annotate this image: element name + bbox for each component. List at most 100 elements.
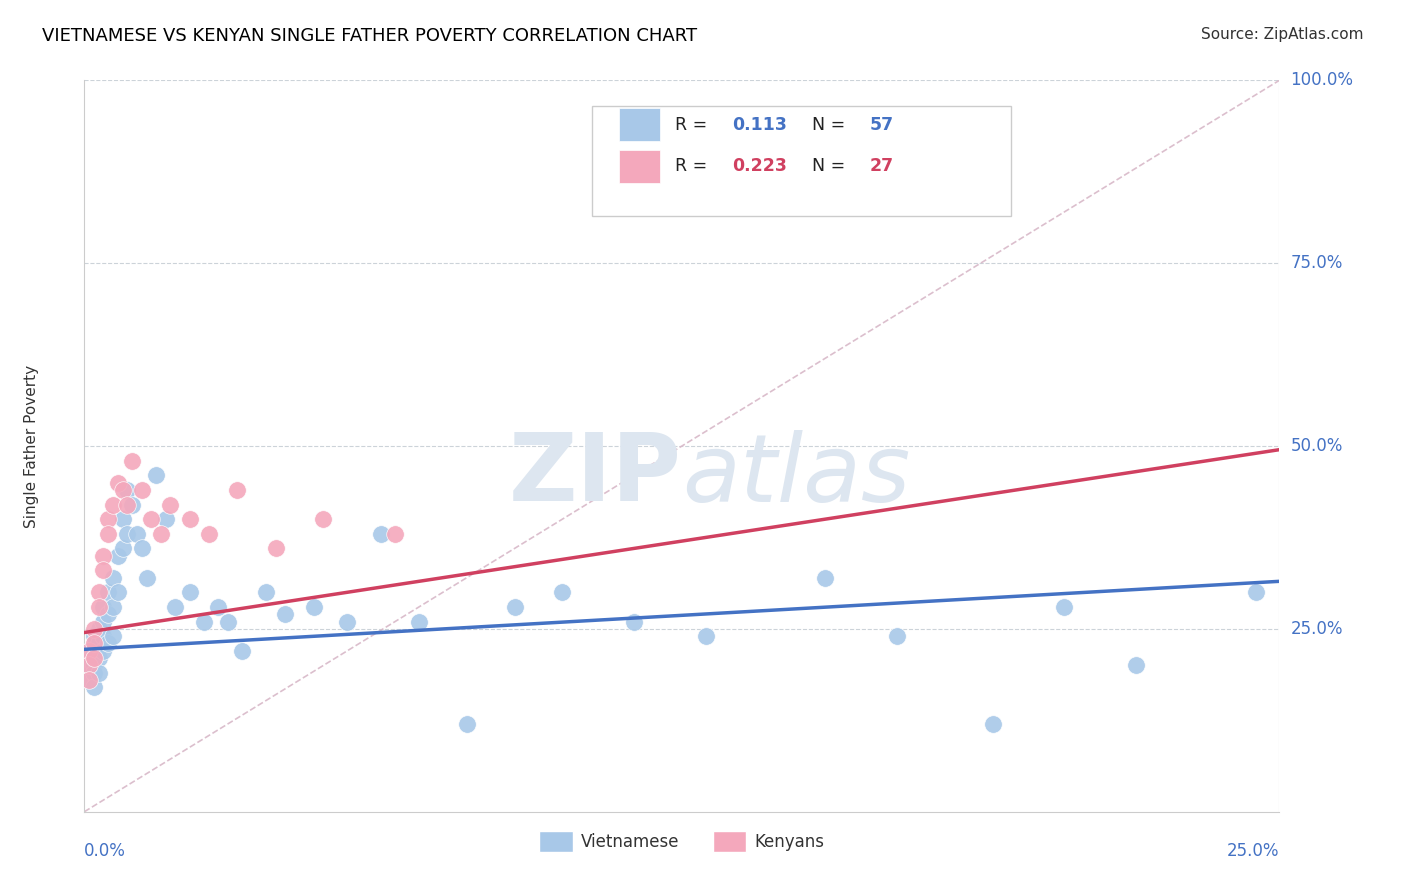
- Point: [117, 498, 139, 512]
- Point: [83, 636, 105, 650]
- Point: [77, 644, 100, 658]
- Text: 0.223: 0.223: [733, 157, 787, 175]
- Point: [302, 599, 325, 614]
- Point: [83, 629, 105, 643]
- Point: [207, 599, 229, 614]
- Point: [121, 498, 143, 512]
- Point: [623, 615, 645, 629]
- Bar: [619, 108, 661, 141]
- Text: 75.0%: 75.0%: [1291, 254, 1343, 272]
- Text: ZIP: ZIP: [509, 429, 682, 521]
- Text: Single Father Poverty: Single Father Poverty: [24, 365, 39, 527]
- Point: [125, 526, 148, 541]
- Legend: Vietnamese, Kenyans: Vietnamese, Kenyans: [533, 824, 831, 858]
- Point: [145, 468, 167, 483]
- Point: [107, 475, 129, 490]
- Point: [165, 599, 187, 614]
- Point: [107, 585, 129, 599]
- Text: N =: N =: [813, 157, 851, 175]
- Point: [193, 615, 215, 629]
- Text: 0.0%: 0.0%: [84, 842, 127, 860]
- Point: [336, 615, 359, 629]
- Point: [131, 541, 153, 556]
- Point: [503, 599, 526, 614]
- Point: [141, 512, 163, 526]
- Point: [254, 585, 277, 599]
- Point: [111, 483, 134, 497]
- Text: VIETNAMESE VS KENYAN SINGLE FATHER POVERTY CORRELATION CHART: VIETNAMESE VS KENYAN SINGLE FATHER POVER…: [42, 27, 697, 45]
- Text: R =: R =: [675, 157, 713, 175]
- Point: [93, 563, 115, 577]
- Text: 27: 27: [869, 157, 894, 175]
- Text: N =: N =: [813, 116, 851, 134]
- Point: [370, 526, 392, 541]
- Point: [97, 526, 120, 541]
- Point: [83, 651, 105, 665]
- Point: [87, 636, 110, 650]
- Point: [1125, 658, 1147, 673]
- Point: [93, 615, 115, 629]
- Text: 25.0%: 25.0%: [1291, 620, 1343, 638]
- Point: [131, 483, 153, 497]
- Text: Source: ZipAtlas.com: Source: ZipAtlas.com: [1201, 27, 1364, 42]
- Point: [111, 512, 134, 526]
- Point: [695, 629, 717, 643]
- Text: 0.113: 0.113: [733, 116, 787, 134]
- Point: [111, 541, 134, 556]
- Point: [231, 644, 253, 658]
- Point: [93, 599, 115, 614]
- Point: [814, 571, 837, 585]
- Text: 57: 57: [869, 116, 894, 134]
- Point: [117, 526, 139, 541]
- Point: [101, 599, 124, 614]
- Text: 100.0%: 100.0%: [1291, 71, 1354, 89]
- Point: [226, 483, 249, 497]
- Point: [101, 571, 124, 585]
- Point: [101, 498, 124, 512]
- Point: [312, 512, 335, 526]
- Point: [179, 585, 201, 599]
- Point: [135, 571, 157, 585]
- Point: [159, 498, 181, 512]
- Text: 50.0%: 50.0%: [1291, 437, 1343, 455]
- Point: [83, 665, 105, 680]
- Point: [97, 607, 120, 622]
- Point: [93, 644, 115, 658]
- Point: [384, 526, 406, 541]
- Point: [93, 549, 115, 563]
- Point: [1244, 585, 1267, 599]
- Point: [77, 658, 100, 673]
- Point: [886, 629, 908, 643]
- Text: R =: R =: [675, 116, 713, 134]
- Point: [155, 512, 177, 526]
- Point: [121, 453, 143, 467]
- Point: [83, 658, 105, 673]
- Point: [551, 585, 574, 599]
- Point: [87, 585, 110, 599]
- Point: [87, 651, 110, 665]
- Point: [274, 607, 297, 622]
- Point: [87, 665, 110, 680]
- Point: [83, 622, 105, 636]
- Text: 25.0%: 25.0%: [1227, 842, 1279, 860]
- Text: atlas: atlas: [682, 430, 910, 521]
- Point: [93, 629, 115, 643]
- Point: [456, 717, 478, 731]
- Point: [1053, 599, 1076, 614]
- Bar: [619, 150, 661, 183]
- Point: [83, 644, 105, 658]
- Point: [197, 526, 219, 541]
- Point: [87, 622, 110, 636]
- Point: [97, 585, 120, 599]
- Point: [77, 673, 100, 687]
- Point: [179, 512, 201, 526]
- Point: [217, 615, 239, 629]
- Point: [97, 636, 120, 650]
- Point: [264, 541, 287, 556]
- Point: [97, 512, 120, 526]
- Point: [117, 483, 139, 497]
- Point: [101, 629, 124, 643]
- Point: [107, 549, 129, 563]
- Point: [981, 717, 1004, 731]
- Point: [408, 615, 430, 629]
